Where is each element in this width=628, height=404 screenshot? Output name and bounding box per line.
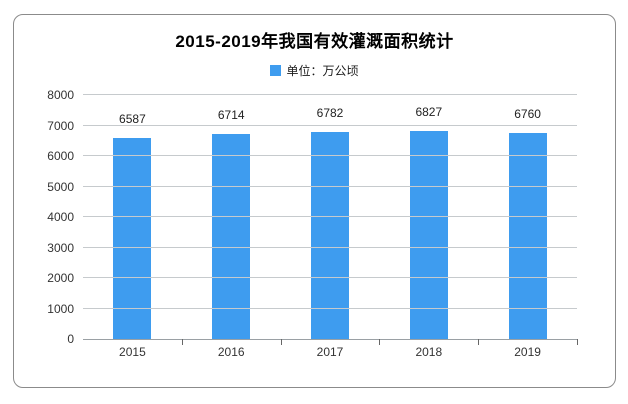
y-tick-label: 2000 [47,271,74,285]
y-tick-label: 5000 [47,179,74,194]
y-tick-label: 0 [67,332,74,346]
x-tick-label: 2017 [316,345,344,359]
y-tick-label: 7000 [47,118,74,133]
x-axis-tick [379,339,381,345]
plot: 6587 6714 6782 6827 6760 [83,94,578,345]
gridline [83,246,577,248]
gridline [83,307,577,309]
y-tick-label: 6000 [47,149,74,163]
x-axis-tick [280,339,282,345]
y-tick-label: 8000 [47,88,74,102]
x-tick-label: 2019 [514,345,541,359]
x-tick-label: 2016 [217,345,245,359]
bar-2015 [113,138,152,339]
bar-2017 [310,132,349,339]
x-tick-label: 2015 [119,345,146,359]
gridline [83,185,577,187]
bar-cell: 6714 [182,95,281,339]
y-tick-label: 1000 [47,301,74,316]
bar-cell: 6760 [478,95,577,339]
bar-cell: 6782 [281,95,380,339]
bar-value-label: 6827 [415,104,443,119]
bar-2019 [508,132,547,339]
x-tick-label: 2018 [415,345,443,359]
bar-value-label: 6782 [316,106,344,121]
x-axis-line [83,339,577,340]
bar-2016 [212,134,251,339]
x-axis-tick [577,339,578,345]
bar-value-label: 6760 [514,106,541,121]
bar-value-label: 6714 [217,108,245,123]
bar-2018 [409,130,448,339]
gridline [83,216,577,217]
gridline [83,155,577,156]
legend: 单位：万公顷 [14,62,615,79]
chart-card: 2015-2019年我国有效灌溉面积统计 单位：万公顷 0 1000 2000 300… [13,14,616,388]
gridline [83,124,577,126]
chart-title: 2015-2019年我国有效灌溉面积统计 [175,32,454,51]
legend-label: 单位：万公顷 [286,64,359,78]
y-axis: 0 1000 2000 3000 4000 5000 6000 7000 8000 [14,88,74,346]
bars-container: 6587 6714 6782 6827 6760 [83,95,577,339]
gridline [83,277,577,278]
bar-cell: 6827 [379,95,478,339]
gridline [83,94,577,95]
x-axis-tick [181,339,183,345]
y-tick-label: 4000 [47,210,74,224]
x-axis-tick [478,339,480,345]
x-axis-labels: 2015 2016 2017 2018 2019 [83,345,577,359]
legend-marker-icon [270,65,282,76]
y-tick-label: 3000 [47,240,74,255]
bar-value-label: 6587 [119,112,146,127]
bar-cell: 6587 [83,95,182,339]
